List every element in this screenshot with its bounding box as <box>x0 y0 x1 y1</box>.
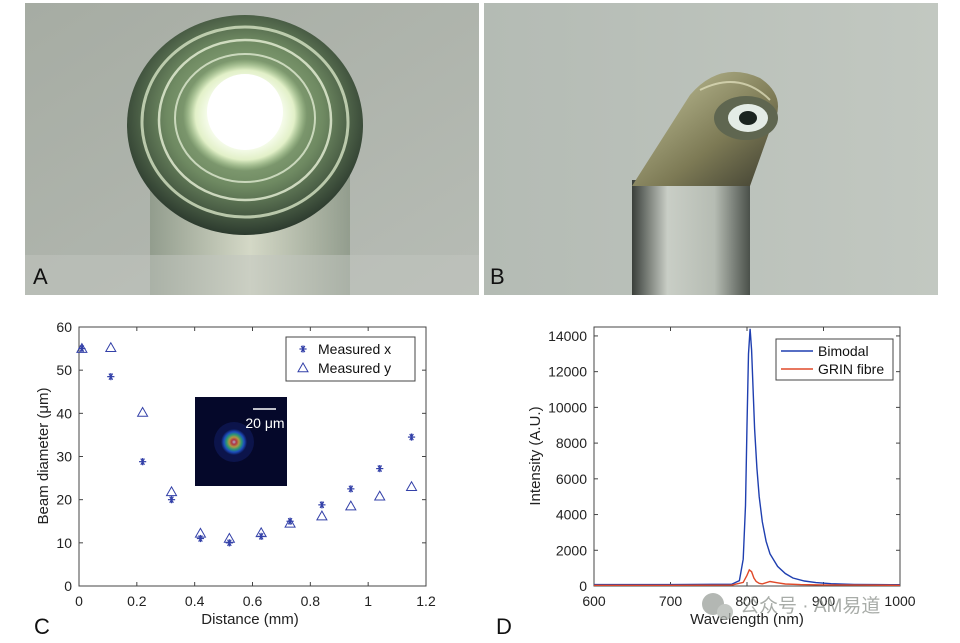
measured-x-point <box>225 539 233 547</box>
inset-halo <box>214 422 254 462</box>
measured-x-point <box>347 485 355 493</box>
measured-y-point <box>194 527 207 538</box>
measured-x-point <box>167 496 176 504</box>
beam-profile-inset: 20 μm <box>195 397 287 486</box>
chart-d-xtick-label: 700 <box>659 593 683 609</box>
beam-diameter-chart: 0 0.2 0.4 0.6 0.8 1 1.2 0 10 20 30 40 50 60 Distance … <box>35 319 436 628</box>
measured-y-point <box>223 532 236 543</box>
watermark-text: 公众号 · AM易道 <box>740 595 880 617</box>
chart-d-xtick-label: 900 <box>812 593 836 609</box>
chart-d-ytick-label: 4000 <box>556 507 587 523</box>
measured-x-point <box>107 373 115 381</box>
chart-c-ytick-label: 60 <box>56 319 72 335</box>
chart-d-ytick-label: 8000 <box>556 435 587 451</box>
chart-c-xtick-label: 0.6 <box>243 593 263 609</box>
chart-c-xtick-label: 0.8 <box>301 593 321 609</box>
inset-beam-spot <box>221 429 247 455</box>
wechat-logo-small-icon <box>717 604 733 620</box>
watermark: 公众号 · AM易道 <box>702 593 880 620</box>
measured-x-point <box>376 464 384 473</box>
chart-c-xtick-label: 1 <box>364 593 372 609</box>
panel-a-label: A <box>33 264 48 289</box>
chart-c-ytick-label: 40 <box>56 405 72 421</box>
chart-c-ylabel: Beam diameter (μm) <box>35 387 52 524</box>
chart-c-ytick-label: 10 <box>56 535 72 551</box>
legend-label-measured-x: Measured x <box>318 341 391 357</box>
legend-marker-measured-x <box>299 345 307 353</box>
chart-d-ytick-label: 6000 <box>556 471 587 487</box>
legend-triangle-icon <box>297 361 309 373</box>
measured-y-point <box>284 517 296 528</box>
chart-d-xtick-label: 600 <box>582 593 606 609</box>
legend-marker-measured-y <box>297 361 309 373</box>
panel-d-label: D <box>496 614 512 639</box>
panel-c-label: C <box>34 614 50 639</box>
chart-d-ytick-label: 0 <box>579 578 587 594</box>
chart-d-xtick-label: 800 <box>735 593 759 609</box>
legend-label-measured-y: Measured y <box>318 360 391 376</box>
chart-c-xtick-label: 1.2 <box>416 593 436 609</box>
chart-c-xtick-label: 0.2 <box>127 593 147 609</box>
measured-y-point <box>405 480 418 491</box>
chart-c-ytick-label: 50 <box>56 362 72 378</box>
measured-y-point <box>255 526 268 538</box>
measured-x-point <box>286 517 294 525</box>
chart-d-ytick-label: 10000 <box>548 399 587 415</box>
chart-d-ytick-label: 14000 <box>548 328 587 344</box>
measured-y-point <box>104 341 117 352</box>
chart-d-xtick-label: 1000 <box>884 593 915 609</box>
measured-x-point <box>139 458 147 466</box>
chart-c-legend-box <box>285 336 416 382</box>
chart-c-ytick-label: 20 <box>56 492 72 508</box>
photo-panel-a <box>25 3 479 295</box>
chart-c-ytick-label: 30 <box>56 449 72 465</box>
chart-c-xtick-label: 0 <box>75 593 83 609</box>
chart-c-xlabel: Distance (mm) <box>201 611 299 628</box>
chart-d-ylabel: Intensity (A.U.) <box>527 406 544 505</box>
chart-c-legend: Measured x Measured y <box>285 336 416 382</box>
chart-c-ytick-label: 0 <box>64 578 72 594</box>
chart-d-legend-box <box>775 338 894 381</box>
measured-y-point <box>136 406 149 417</box>
chart-c-xtick-label: 0.4 <box>185 593 205 609</box>
measured-y-point <box>344 500 357 511</box>
measured-x-point <box>407 433 416 441</box>
panel-b-label: B <box>490 264 505 289</box>
measured-y-point <box>373 490 386 501</box>
grin-fibre-line <box>594 568 901 586</box>
chart-d-ytick-label: 12000 <box>548 364 587 380</box>
measured-y-point <box>165 485 178 497</box>
measured-y-point <box>76 342 88 353</box>
spectrum-chart: 600 700 800 900 1000020004000600080001000012… <box>527 326 916 628</box>
bimodal-line <box>594 328 901 586</box>
legend-label-grin-fibre: GRIN fibre <box>818 361 884 377</box>
chart-d-legend: Bimodal GRIN fibre <box>775 338 894 381</box>
measured-x-point <box>196 534 205 543</box>
legend-asterisk-icon <box>299 345 307 353</box>
legend-label-bimodal: Bimodal <box>818 343 869 359</box>
photo-panel-b <box>484 3 938 295</box>
chart-d-ytick-label: 2000 <box>556 542 587 558</box>
inset-scalebar-label: 20 μm <box>245 415 284 431</box>
measured-x-point <box>318 501 326 509</box>
measured-y-point <box>316 510 328 521</box>
